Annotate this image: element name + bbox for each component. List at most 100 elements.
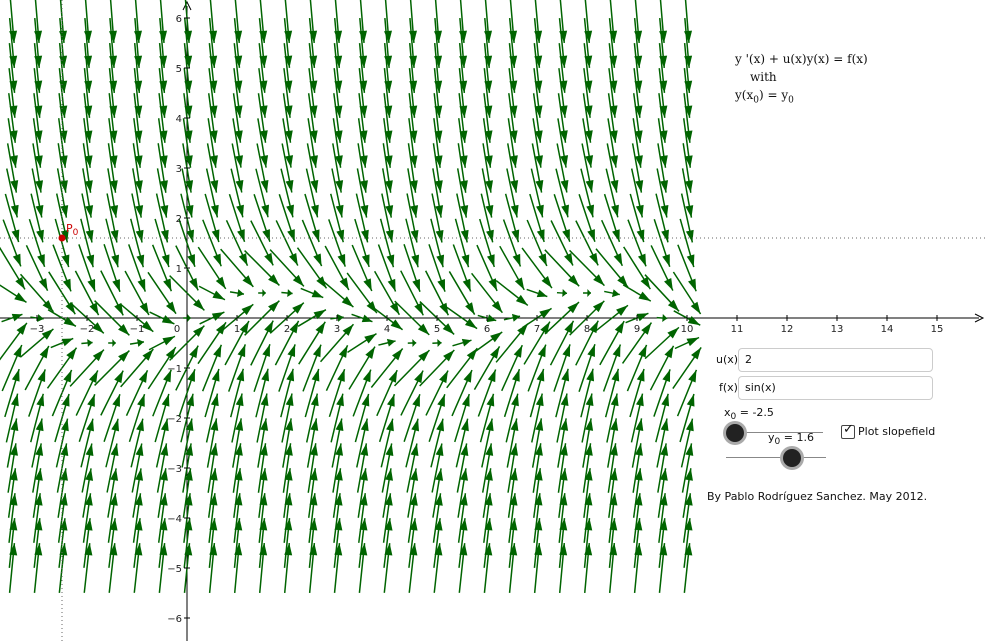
initial-point-p0[interactable]: [58, 234, 66, 242]
slope-arrowhead: [162, 336, 175, 346]
slope-arrowhead: [284, 443, 293, 456]
y-tick-label: −3: [167, 464, 182, 475]
slope-arrowhead: [409, 55, 418, 68]
plot-slopefield-checkbox[interactable]: ✓: [841, 423, 855, 439]
slope-arrowhead: [264, 252, 274, 266]
slope-arrowhead: [490, 332, 503, 343]
slope-arrowhead: [185, 418, 194, 432]
slope-arrowhead: [409, 493, 418, 506]
slope-arrowhead: [210, 180, 219, 193]
slope-arrowhead: [286, 204, 294, 218]
slope-arrowhead: [534, 130, 543, 143]
slope-arrowhead: [535, 155, 543, 168]
slope-arrowhead: [59, 518, 68, 531]
y0-slider-label: y0 = 1.6: [768, 431, 814, 448]
slope-arrowhead: [59, 130, 68, 143]
slope-arrowhead: [534, 468, 543, 481]
slope-arrowhead: [210, 443, 218, 456]
slope-arrowhead: [434, 518, 443, 531]
y-tick-label: 1: [176, 264, 182, 275]
slope-arrowhead: [259, 55, 268, 68]
slope-arrowhead: [112, 338, 116, 347]
slope-arrowhead: [609, 30, 618, 43]
y-tick-label: −4: [167, 514, 182, 525]
slope-arrowhead: [386, 338, 396, 347]
slope-arrowhead: [187, 314, 191, 322]
slope-arrowhead: [561, 204, 569, 218]
slope-arrowhead: [390, 319, 403, 330]
slope-arrowhead: [484, 80, 493, 93]
u-input[interactable]: 2: [738, 348, 933, 372]
f-input[interactable]: sin(x): [738, 376, 933, 400]
slope-arrowhead: [260, 393, 269, 407]
slope-arrowhead: [35, 443, 44, 456]
slope-arrowhead: [587, 344, 595, 357]
slope-arrowhead: [484, 130, 493, 143]
slope-arrowhead: [41, 328, 54, 340]
slope-arrowhead: [262, 229, 270, 242]
x0-slider-knob[interactable]: [726, 424, 744, 442]
slope-arrowhead: [36, 393, 45, 407]
y-tick-label: 6: [176, 14, 182, 25]
slope-arrowhead: [386, 254, 395, 268]
slope-arrowhead: [461, 418, 469, 432]
slope-arrowhead: [11, 393, 19, 407]
slope-arrowhead: [636, 229, 645, 243]
slope-arrowhead: [585, 179, 594, 193]
slope-arrowhead: [184, 468, 193, 481]
slope-arrowhead: [609, 130, 618, 143]
slope-arrowhead: [562, 229, 570, 242]
slope-arrowhead: [614, 321, 625, 334]
slope-arrowhead: [636, 369, 645, 382]
slope-arrowhead: [259, 80, 268, 93]
slope-arrowhead: [337, 253, 346, 267]
slope-arrowhead: [459, 493, 468, 506]
y0-slider-knob[interactable]: [783, 449, 801, 467]
slope-arrowhead: [609, 55, 618, 68]
slope-arrowhead: [309, 130, 318, 143]
slope-arrowhead: [459, 30, 468, 43]
slope-arrowhead: [109, 55, 118, 68]
slope-arrowhead: [87, 338, 93, 347]
slope-arrowhead: [211, 312, 225, 321]
slope-arrowhead: [662, 314, 668, 323]
slope-arrowhead: [587, 289, 591, 298]
slope-arrowhead: [85, 443, 94, 457]
plot-slopefield-label[interactable]: Plot slopefield: [858, 425, 936, 438]
slope-arrowhead: [485, 205, 494, 218]
slope-arrowhead: [435, 468, 444, 481]
slope-arrowhead: [410, 205, 419, 218]
slope-arrowhead: [687, 315, 701, 326]
slope-arrowhead: [35, 180, 44, 193]
slope-arrowhead: [461, 254, 470, 268]
x0-slider-track[interactable]: [728, 432, 823, 433]
author-credit: By Pablo Rodríguez Sanchez. May 2012.: [707, 490, 928, 503]
slope-arrowhead: [160, 229, 169, 243]
slope-arrowhead: [562, 344, 571, 357]
slope-arrowhead: [292, 302, 304, 314]
slope-arrowhead: [609, 80, 618, 93]
slope-arrowhead: [410, 229, 419, 243]
slope-arrowhead: [235, 393, 244, 407]
slope-arrowhead: [484, 155, 493, 168]
slope-arrowhead: [361, 314, 373, 323]
slope-arrowhead: [187, 254, 195, 267]
slope-arrowhead: [361, 229, 369, 243]
slope-arrowhead: [334, 468, 343, 481]
y0-slider-track[interactable]: [726, 457, 826, 458]
slope-arrowhead: [684, 155, 693, 168]
slope-arrowhead: [161, 254, 170, 268]
slope-arrowhead: [184, 130, 193, 143]
slope-arrowhead: [134, 130, 143, 143]
slope-arrowhead: [635, 204, 644, 218]
slope-arrowhead: [337, 369, 345, 382]
slope-arrowhead: [309, 80, 318, 93]
slope-arrowhead: [659, 493, 668, 506]
slope-arrowhead: [564, 252, 573, 266]
slope-arrowhead: [667, 299, 680, 312]
slope-arrowhead: [159, 80, 168, 93]
slope-arrowhead: [160, 443, 169, 456]
slope-arrowhead: [586, 368, 595, 382]
slope-arrowhead: [34, 80, 43, 93]
